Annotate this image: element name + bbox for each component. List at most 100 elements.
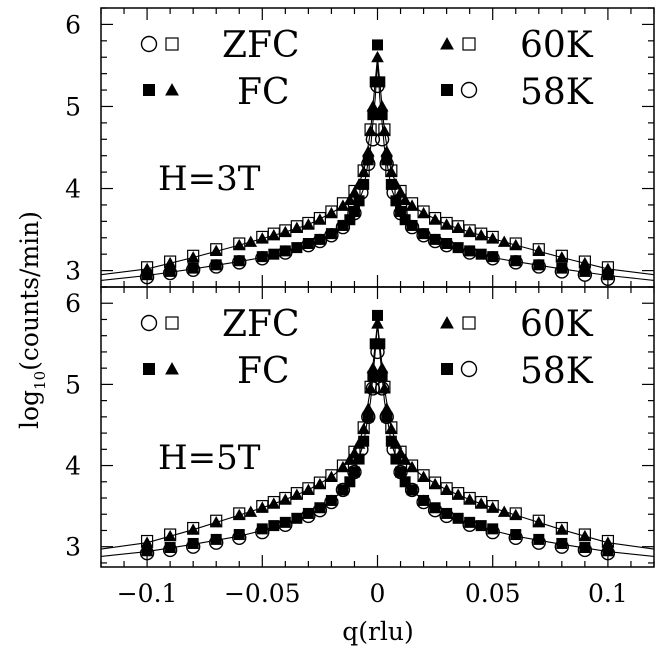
data-point-filled-square	[314, 502, 326, 514]
legend-marker-open-square	[165, 316, 179, 330]
svg-text:log10(counts/min): log10(counts/min)	[15, 211, 49, 429]
data-point-filled-triangle	[417, 470, 430, 482]
data-point-filled-triangle	[375, 100, 389, 112]
data-point-open-circle	[379, 409, 394, 425]
data-point-open-circle	[554, 539, 570, 554]
data-point-filled-triangle	[440, 483, 453, 495]
data-point-filled-square	[487, 251, 499, 263]
data-point-open-square	[325, 469, 338, 482]
data-point-filled-triangle	[474, 228, 488, 241]
data-point-open-circle	[365, 132, 381, 147]
legend-marker-filled-square	[441, 363, 453, 375]
data-point-open-square	[417, 469, 430, 482]
data-point-filled-square	[510, 529, 522, 541]
data-point-open-square	[405, 197, 419, 210]
data-point-filled-square	[441, 507, 453, 519]
data-point-filled-triangle	[336, 199, 350, 211]
data-point-filled-square	[358, 435, 370, 447]
data-point-filled-triangle	[361, 145, 375, 157]
data-point-filled-square	[367, 370, 379, 382]
data-point-filled-square	[452, 242, 464, 254]
data-point-filled-square	[353, 453, 365, 465]
data-point-filled-triangle	[532, 244, 546, 256]
data-point-filled-triangle	[428, 213, 442, 225]
data-point-open-circle	[354, 185, 369, 200]
data-point-filled-square	[381, 411, 393, 423]
data-point-filled-triangle	[555, 251, 569, 263]
legend-label-fc: FC	[237, 351, 290, 392]
data-point-open-circle	[404, 219, 420, 235]
legend-label-60k: 60K	[520, 304, 594, 345]
data-point-filled-triangle	[232, 508, 246, 521]
legend-marker-open-square	[462, 316, 476, 330]
data-point-filled-square	[164, 542, 176, 554]
data-point-open-square	[313, 211, 326, 225]
x-tick-label: 0.05	[465, 579, 521, 608]
data-point-filled-square	[602, 545, 614, 557]
data-point-open-square	[313, 476, 326, 489]
data-point-filled-triangle	[509, 238, 523, 251]
data-point-filled-triangle	[163, 256, 177, 269]
x-axis-title: q(rlu)	[342, 617, 414, 646]
data-point-filled-triangle	[313, 477, 327, 490]
data-point-filled-triangle	[209, 244, 223, 256]
legend-label-fc: FC	[237, 72, 290, 113]
data-point-open-square	[336, 459, 350, 472]
legend-marker-open-circle	[460, 81, 478, 99]
data-point-open-circle	[354, 442, 369, 457]
data-point-filled-triangle	[267, 497, 281, 509]
data-point-filled-square	[325, 228, 337, 240]
y-tick-label: 3	[65, 533, 81, 562]
y-tick-label: 5	[65, 92, 81, 121]
x-tick-label: 0.1	[588, 579, 628, 608]
data-point-filled-triangle	[371, 317, 384, 329]
data-point-open-circle	[278, 517, 293, 532]
y-tick-label: 5	[65, 370, 81, 399]
data-point-open-circle	[162, 265, 178, 281]
data-point-filled-triangle	[325, 206, 338, 219]
data-point-filled-square	[464, 245, 476, 257]
data-point-filled-square	[337, 219, 349, 231]
data-point-filled-triangle	[232, 238, 246, 251]
data-point-filled-triangle	[578, 256, 592, 269]
data-point-filled-square	[385, 178, 397, 190]
data-point-open-circle	[324, 228, 339, 243]
data-point-filled-triangle	[405, 199, 419, 211]
data-point-open-circle	[255, 251, 270, 266]
data-point-open-square	[417, 205, 430, 218]
data-point-filled-triangle	[463, 493, 476, 505]
data-point-open-circle	[312, 233, 328, 249]
data-point-open-circle	[577, 542, 593, 558]
data-point-open-circle	[386, 185, 401, 200]
data-point-filled-square	[268, 520, 280, 532]
x-tick-label: 0	[370, 579, 386, 608]
data-point-filled-square	[164, 265, 176, 277]
data-point-filled-square	[395, 466, 407, 478]
data-point-filled-square	[475, 248, 487, 260]
data-point-filled-triangle	[385, 165, 398, 178]
data-point-filled-square	[376, 370, 388, 382]
data-point-filled-triangle	[140, 536, 154, 548]
data-point-open-circle	[347, 464, 362, 480]
data-point-filled-triangle	[209, 516, 223, 528]
data-point-filled-square	[395, 206, 407, 218]
data-point-filled-square	[291, 242, 303, 254]
data-point-open-circle	[416, 228, 431, 243]
legend-marker-filled-triangle	[440, 37, 454, 50]
data-point-open-square	[364, 123, 377, 136]
data-point-filled-square	[418, 494, 430, 506]
data-point-filled-square	[187, 262, 199, 274]
data-point-filled-triangle	[463, 225, 476, 238]
data-point-open-square	[325, 205, 338, 218]
data-point-filled-triangle	[290, 488, 304, 500]
data-point-open-square	[233, 237, 246, 250]
data-point-filled-triangle	[186, 251, 200, 263]
legend-marker-filled-square	[441, 84, 453, 96]
data-point-open-circle	[439, 508, 454, 524]
data-point-open-circle	[209, 535, 224, 550]
data-point-filled-square	[556, 537, 568, 549]
data-point-open-square	[578, 528, 591, 541]
data-point-filled-triangle	[255, 501, 269, 513]
data-point-filled-triangle	[532, 516, 546, 528]
